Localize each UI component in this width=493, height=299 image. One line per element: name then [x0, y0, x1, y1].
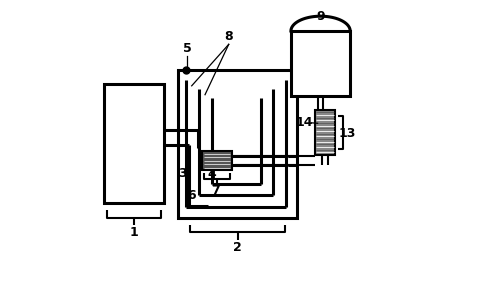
Text: 6: 6 — [187, 189, 196, 202]
Text: 13: 13 — [339, 127, 356, 140]
Text: 14: 14 — [295, 116, 313, 129]
Text: 1: 1 — [130, 226, 139, 239]
Text: 4: 4 — [208, 168, 216, 181]
Text: 3: 3 — [178, 167, 187, 180]
Text: 7: 7 — [211, 184, 220, 197]
Bar — [178, 70, 297, 218]
Bar — [202, 151, 232, 170]
Text: 5: 5 — [183, 42, 192, 55]
Bar — [291, 31, 350, 96]
Text: 2: 2 — [233, 241, 242, 254]
Bar — [315, 109, 335, 155]
Text: 8: 8 — [224, 30, 233, 43]
Text: 9: 9 — [316, 10, 325, 23]
Bar — [105, 84, 164, 203]
